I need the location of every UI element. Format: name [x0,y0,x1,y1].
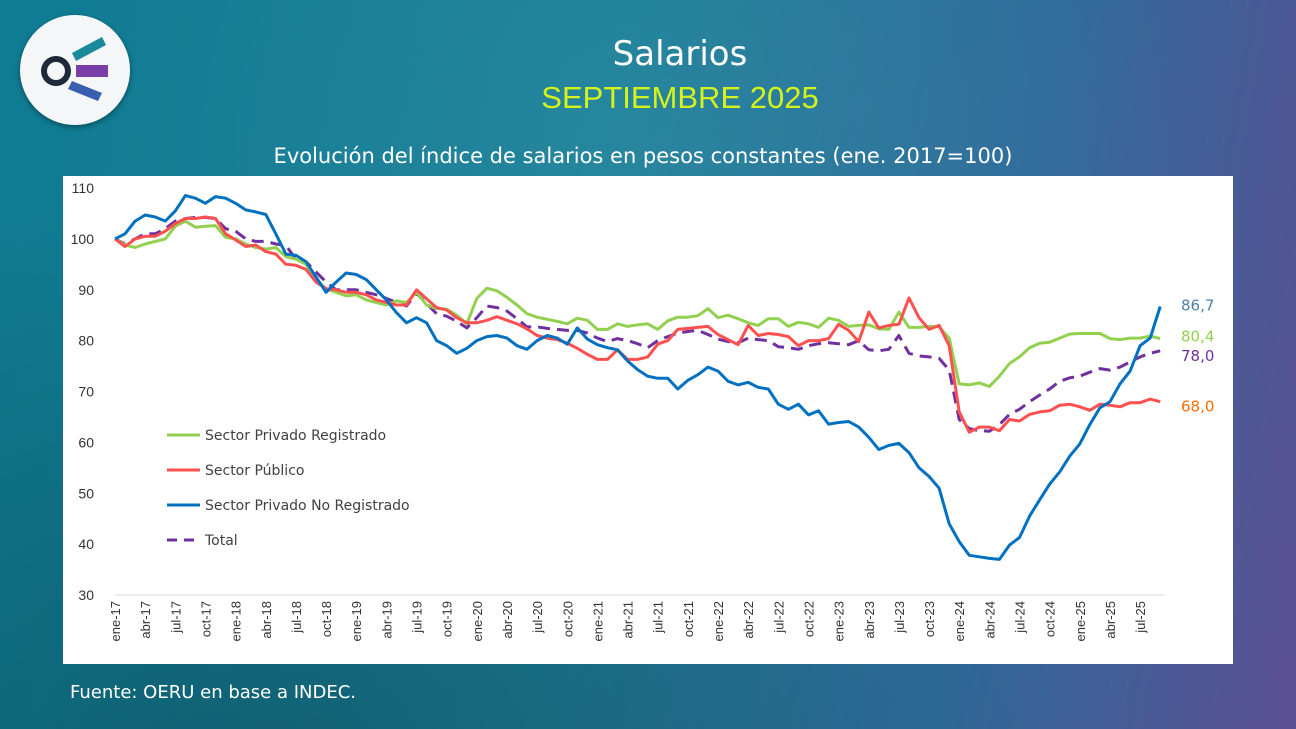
x-tick-label: jul-24 [1013,601,1028,634]
x-tick-label: oct-19 [440,601,455,637]
end-value-label: 78,0 [1181,347,1214,365]
y-tick-label: 30 [78,587,94,603]
series-lines [114,194,1162,561]
x-tick-label: abr-18 [259,601,274,639]
end-labels: 80,4 68,0 86,7 78,0 [1181,297,1214,416]
x-tick-label: oct-23 [922,601,937,637]
y-tick-label: 40 [78,536,94,552]
x-tick-label: ene-18 [229,601,244,641]
x-tick-label: oct-24 [1043,601,1058,637]
x-tick-label: ene-20 [470,601,485,641]
legend-label: Sector Privado No Registrado [205,498,410,514]
oeru-logo [20,15,130,125]
x-tick-label: ene-25 [1073,601,1088,641]
y-tick-label: 70 [78,384,94,400]
source-note: Fuente: OERU en base a INDEC. [70,682,357,703]
x-tick-label: jul-20 [530,601,545,634]
series-line-sector-privado-registrado [114,219,1161,388]
x-tick-label: ene-24 [952,601,967,641]
y-axis: 110 100 90 80 70 60 50 40 30 [71,180,95,603]
x-tick-label: jul-25 [1133,601,1148,634]
end-value-label: 86,7 [1181,297,1214,315]
logo-icon [41,37,108,101]
x-tick-label: oct-20 [560,601,575,637]
y-tick-label: 90 [78,282,94,298]
y-tick-label: 110 [72,180,95,196]
x-tick-label: abr-17 [138,601,153,639]
x-tick-label: oct-22 [801,601,816,637]
x-tick-label: oct-21 [681,601,696,637]
x-tick-label: jul-18 [289,601,304,634]
chart-area [63,176,1233,664]
legend-label: Total [204,533,238,549]
y-tick-label: 60 [78,434,94,450]
legend-label: Sector Público [205,463,304,479]
end-value-label: 68,0 [1181,398,1214,416]
x-tick-label: abr-21 [621,601,636,639]
x-tick-label: jul-21 [651,601,666,634]
x-tick-label: abr-22 [741,601,756,639]
x-tick-label: abr-25 [1103,601,1118,639]
x-tick-label: jul-19 [410,601,425,634]
series-line-sector-privado-no-registrado [114,194,1162,561]
x-tick-label: jul-22 [771,601,786,634]
x-tick-label: abr-20 [500,601,515,639]
y-tick-label: 50 [78,485,94,501]
x-tick-label: ene-23 [832,601,847,641]
end-value-label: 80,4 [1181,328,1214,346]
x-tick-label: oct-18 [319,601,334,637]
x-tick-label: ene-22 [711,601,726,641]
series-line-total [114,216,1161,433]
x-tick-label: jul-17 [168,601,183,634]
x-tick-label: ene-17 [108,601,123,641]
chart-title: Evolución del índice de salarios en peso… [273,144,1013,168]
x-tick-label: abr-19 [379,601,394,639]
series-line-sector-público [114,215,1161,434]
page-title: Salarios [612,34,748,74]
x-tick-label: abr-23 [862,601,877,639]
legend-label: Sector Privado Registrado [205,428,386,444]
y-tick-label: 100 [71,231,95,247]
x-tick-label: ene-19 [349,601,364,641]
legend: Sector Privado Registrado Sector Público S… [167,428,410,549]
x-axis: ene-17 abr-17 jul-17 oct-17 ene-18 abr-18 jul-… [108,594,1165,641]
x-tick-label: oct-17 [198,601,213,637]
x-tick-label: abr-24 [982,601,997,639]
x-tick-label: jul-23 [892,601,907,634]
period-label: SEPTIEMBRE 2025 [541,80,819,115]
y-tick-label: 80 [78,333,94,349]
x-tick-label: ene-21 [590,601,605,641]
